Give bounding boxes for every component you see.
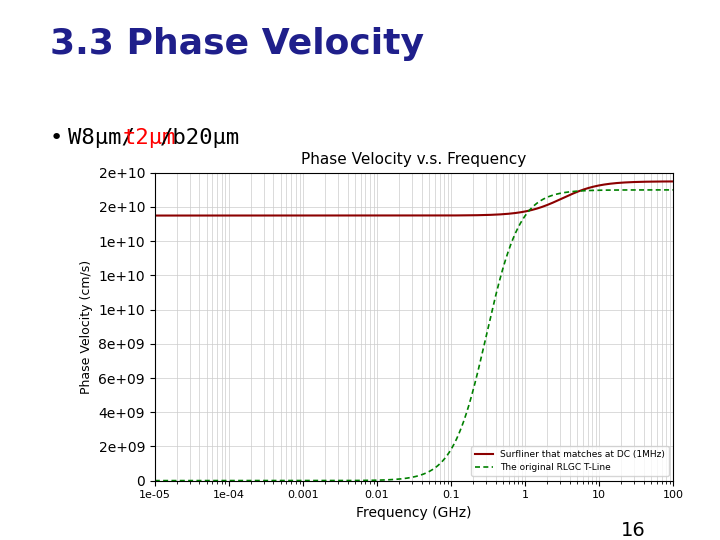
X-axis label: Frequency (GHz): Frequency (GHz) — [356, 506, 472, 520]
Text: t2μm: t2μm — [122, 127, 176, 148]
Y-axis label: Phase Velocity (cm/s): Phase Velocity (cm/s) — [80, 260, 93, 394]
Legend: Surfliner that matches at DC (1MHz), The original RLGC T-Line: Surfliner that matches at DC (1MHz), The… — [472, 447, 669, 476]
Title: Phase Velocity v.s. Frequency: Phase Velocity v.s. Frequency — [302, 152, 526, 167]
Text: 16: 16 — [621, 521, 646, 540]
Text: W8μm/: W8μm/ — [68, 127, 135, 148]
Text: •: • — [50, 127, 71, 148]
Text: /b20μm: /b20μm — [160, 127, 240, 148]
Text: 3.3 Phase Velocity: 3.3 Phase Velocity — [50, 27, 424, 60]
